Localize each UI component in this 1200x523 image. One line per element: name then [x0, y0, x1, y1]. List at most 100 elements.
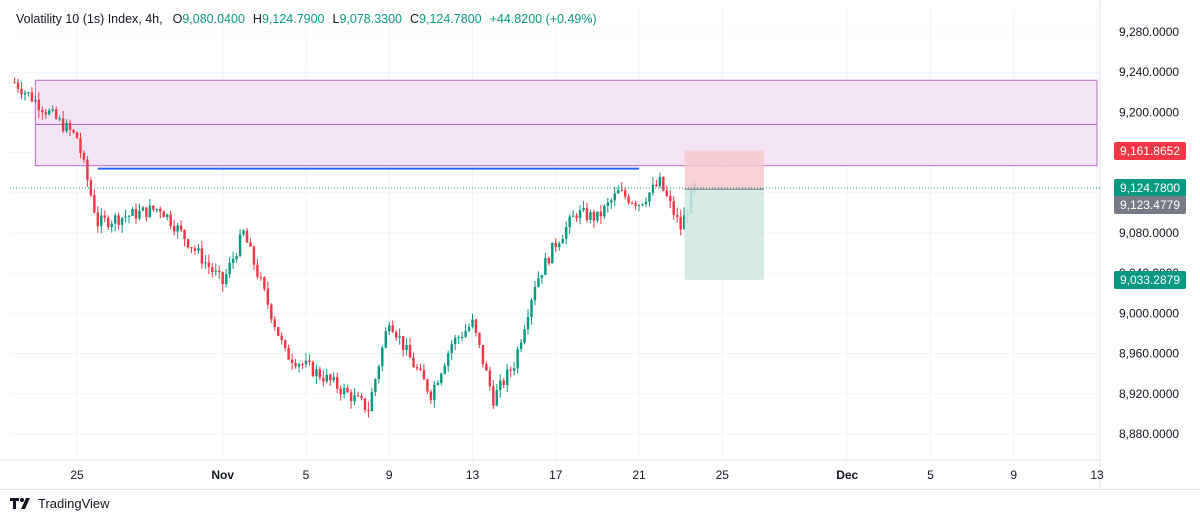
- candle-body: [488, 370, 492, 387]
- candle-body: [388, 325, 391, 332]
- candle-body: [245, 230, 249, 243]
- candle-body: [641, 204, 644, 206]
- candle-body: [502, 380, 505, 386]
- candle-body: [207, 262, 211, 268]
- candle-body: [308, 360, 311, 362]
- candle-body: [186, 239, 190, 248]
- candle-body: [381, 347, 384, 367]
- candle-body: [332, 377, 335, 381]
- candle-body: [169, 214, 172, 226]
- candle-body: [242, 230, 245, 235]
- candle-body: [197, 248, 200, 251]
- candle-body: [440, 373, 443, 383]
- candle-body: [51, 109, 54, 111]
- candle-body: [669, 195, 672, 202]
- candle-body: [623, 190, 627, 197]
- candle-body: [294, 363, 297, 367]
- candle-body: [13, 82, 16, 84]
- entry-price-badge: 9,123.4779: [1113, 195, 1186, 214]
- price-tick-label: 9,200.0000: [1119, 105, 1179, 119]
- candle-body: [499, 380, 502, 391]
- candle-body: [408, 344, 412, 358]
- candle-body: [61, 118, 65, 132]
- last-price-badge: 9,124.7800: [1113, 178, 1186, 197]
- tradingview-branding[interactable]: TradingView: [10, 496, 110, 511]
- candle-body: [263, 277, 266, 289]
- candle-body: [200, 248, 204, 264]
- candle-body: [301, 364, 304, 366]
- candle-body: [453, 337, 457, 345]
- symbol-title: Volatility 10 (1s) Index, 4h,: [16, 12, 163, 26]
- candle-body: [304, 360, 308, 365]
- tradingview-logo-icon: [10, 497, 30, 509]
- candle-body: [277, 326, 280, 336]
- candle-body: [398, 336, 401, 338]
- candle-body: [214, 270, 217, 272]
- tradingview-brand: TradingView: [38, 496, 110, 511]
- candle-body: [131, 208, 134, 216]
- candle-body: [658, 176, 662, 187]
- candle-body: [252, 246, 256, 265]
- candle-body: [637, 205, 641, 207]
- candle-body: [329, 374, 332, 381]
- open-label: O: [172, 12, 183, 26]
- candle-body: [471, 319, 474, 327]
- candle-body: [79, 138, 82, 153]
- time-tick-label: 9: [386, 468, 393, 482]
- candle-body: [193, 248, 197, 251]
- candle-body: [16, 82, 20, 89]
- time-tick-label: 9: [1010, 468, 1017, 482]
- time-tick-label: 13: [1090, 468, 1104, 482]
- candle-body: [103, 215, 106, 218]
- candle-body: [96, 212, 100, 227]
- price-tick-label: 8,880.0000: [1119, 427, 1179, 441]
- time-tick-label: 5: [303, 468, 310, 482]
- time-tick-label: Nov: [211, 468, 234, 482]
- open-value: 9,080.0400: [182, 12, 245, 26]
- candle-body: [620, 190, 623, 192]
- candle-body: [339, 388, 342, 395]
- candle-body: [235, 256, 238, 259]
- candle-body: [117, 215, 120, 225]
- candle-body: [617, 190, 620, 194]
- chart-area[interactable]: 9,280.00009,240.00009,200.00009,160.0000…: [0, 0, 1200, 490]
- candlestick-chart[interactable]: 9,280.00009,240.00009,200.00009,160.0000…: [0, 0, 1200, 490]
- candle-body: [679, 216, 682, 230]
- candle-body: [655, 184, 658, 187]
- candle-body: [651, 184, 655, 193]
- candle-body: [322, 377, 325, 382]
- candle-body: [610, 200, 613, 203]
- candle-body: [429, 391, 433, 401]
- candle-body: [665, 190, 669, 196]
- candle-body: [467, 326, 471, 331]
- candle-body: [346, 387, 349, 393]
- price-tick-label: 9,280.0000: [1119, 25, 1179, 39]
- candle-body: [478, 332, 481, 345]
- candle-body: [582, 207, 585, 211]
- candle-body: [44, 112, 47, 115]
- candle-body: [107, 217, 110, 228]
- candle-body: [606, 202, 610, 206]
- candle-body: [627, 196, 630, 203]
- candle-body: [356, 395, 360, 397]
- candle-body: [342, 387, 346, 395]
- candle-body: [134, 208, 138, 219]
- candle-body: [540, 275, 544, 279]
- candle-body: [238, 234, 242, 257]
- candle-body: [224, 274, 228, 285]
- candle-body: [54, 109, 58, 119]
- candle-body: [211, 267, 214, 272]
- change-value: +44.8200 (+0.49%): [489, 12, 597, 26]
- candle-body: [495, 390, 499, 406]
- stop-price-badge: 9,161.8652: [1113, 141, 1186, 160]
- candle-body: [457, 337, 460, 339]
- candle-body: [27, 92, 30, 94]
- candle-body: [280, 335, 283, 341]
- candle-body: [325, 374, 329, 382]
- candle-body: [436, 382, 440, 385]
- candle-body: [481, 344, 485, 365]
- candle-body: [221, 272, 224, 285]
- price-tick-label: 9,080.0000: [1119, 226, 1179, 240]
- candle-body: [547, 257, 551, 264]
- candle-body: [155, 208, 159, 210]
